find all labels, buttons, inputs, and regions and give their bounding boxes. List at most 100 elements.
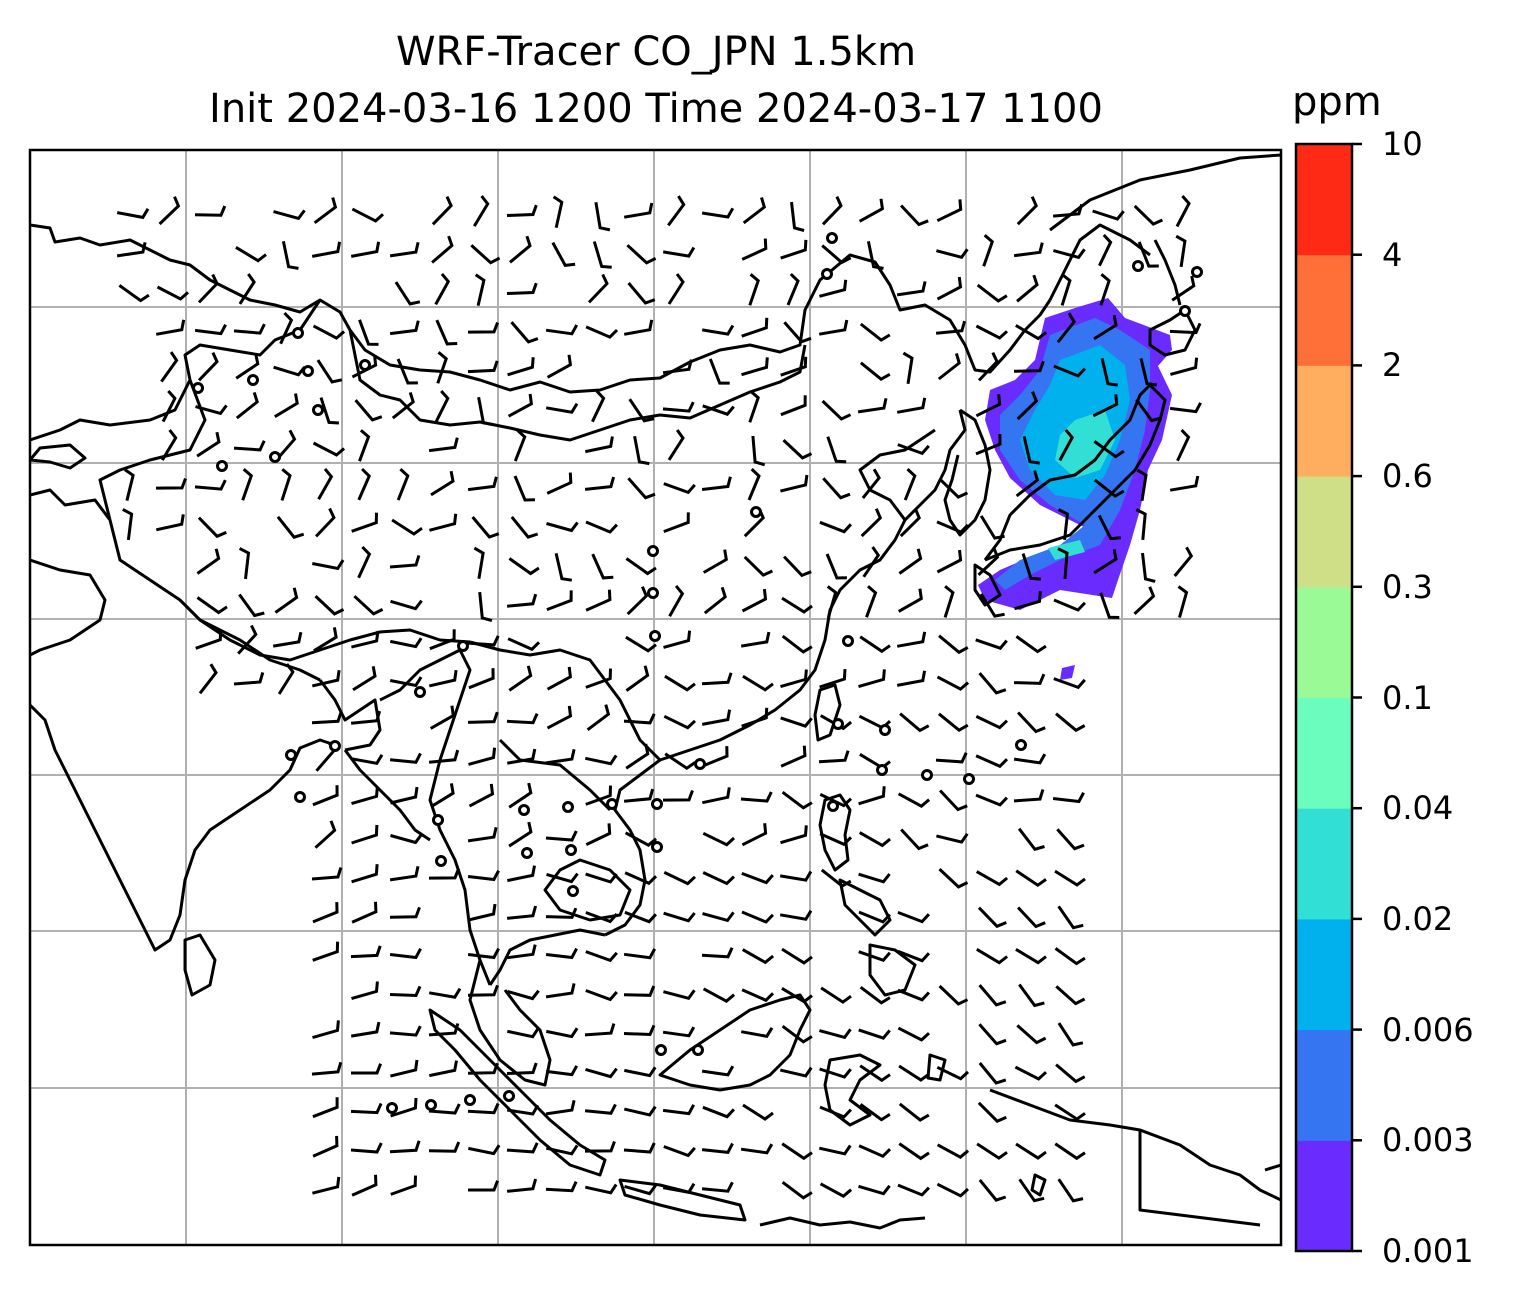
wind-barb [584,1103,617,1115]
calm-circle [692,1044,704,1056]
wind-barb [937,712,969,733]
wind-barb [859,322,891,342]
wind-barb [155,514,185,532]
wind-barb [664,674,696,692]
wind-barb [818,750,850,764]
calm-circle [192,382,204,394]
wind-barb [545,947,578,960]
wind-barb [506,1104,540,1116]
wind-barb [467,1062,499,1075]
wind-barb [1053,598,1086,612]
wind-barb [587,273,609,304]
wind-barb [197,273,219,304]
wind-barb [389,554,421,569]
wind-barb [936,1065,970,1081]
calm-circle [1015,739,1027,751]
wind-barb [663,989,696,1001]
wind-barb [1053,248,1086,260]
wind-barb [1057,547,1069,580]
sumatra [428,1008,607,1177]
wind-barb [1057,905,1084,930]
wind-barb [781,596,813,614]
calm-circle [821,268,833,280]
wind-barb [977,351,999,382]
colorbar-tick-label: 0.006 [1382,1010,1474,1049]
wind-barb [858,1144,892,1158]
wind-barb [430,470,455,497]
wind-barb [781,987,813,1004]
wind-barb [1100,357,1119,387]
wind-barb [662,246,696,258]
wind-barb [354,399,383,422]
colorbar-tick-label: 10 [1382,125,1423,163]
maluku [926,1053,947,1082]
wind-barb [859,1103,891,1122]
wind-barb [935,752,968,764]
wind-barb [122,508,134,541]
wind-barb [428,868,460,880]
calm-circle [1132,260,1144,272]
wind-barb [546,521,579,533]
wind-barb [467,869,500,882]
wind-barb [662,789,694,802]
sri-lanka [183,933,217,997]
wind-barb [821,195,843,226]
wind-barb [1017,827,1045,852]
wind-barb [585,823,612,846]
wind-barb [897,988,930,1002]
wind-barb [1013,789,1045,803]
wind-barb [903,468,917,501]
wind-barb [311,867,343,881]
wind-barb [625,557,657,576]
border-myanmar [379,648,492,986]
wind-barb [701,709,732,726]
wind-barb [897,910,931,924]
coast-china-east [469,409,967,762]
wind-barb [429,705,455,730]
wind-barb [312,441,346,457]
wind-barb [471,516,500,539]
wind-barb [233,671,265,686]
wind-barb [663,871,697,886]
wind-barb [786,273,800,306]
colorbar-segment [1296,586,1352,698]
wind-barb [314,595,345,616]
wind-barb [506,712,539,725]
wind-barb [862,546,881,578]
wind-barb [467,1102,500,1115]
wind-barb [1092,394,1119,418]
wind-barb [977,547,1000,576]
wind-barb [899,508,921,538]
wind-barb [626,244,657,265]
wind-barb [506,1027,540,1039]
plume-core-2 [1048,540,1085,560]
calm-circle [521,847,533,859]
wind-barb [819,520,853,534]
borneo [658,993,812,1092]
wind-barb [1169,475,1200,492]
wind-barb [506,1062,538,1075]
co-tracer-plume [978,298,1172,680]
wind-barb [740,1143,774,1155]
wind-barb [391,391,415,420]
taiwan [813,683,842,742]
wind-barb [467,322,499,334]
wind-barb [351,512,378,533]
wind-barb [1017,906,1046,929]
calm-circle [518,804,530,816]
wind-barb [273,365,306,377]
wind-barb [701,207,735,219]
wind-barb [351,981,379,1001]
timor [1030,1173,1047,1197]
wind-barb [156,285,189,301]
wind-barb [584,1183,618,1195]
wind-barb [586,704,611,731]
wind-barb [663,714,697,730]
wind-barb [351,1063,382,1075]
wind-barb [779,870,813,882]
wind-barb [819,714,853,731]
wind-barb [545,1027,579,1039]
wind-barb [741,238,768,261]
wind-barb [350,1142,383,1154]
colorbar-tick-label: 0.6 [1382,457,1433,496]
